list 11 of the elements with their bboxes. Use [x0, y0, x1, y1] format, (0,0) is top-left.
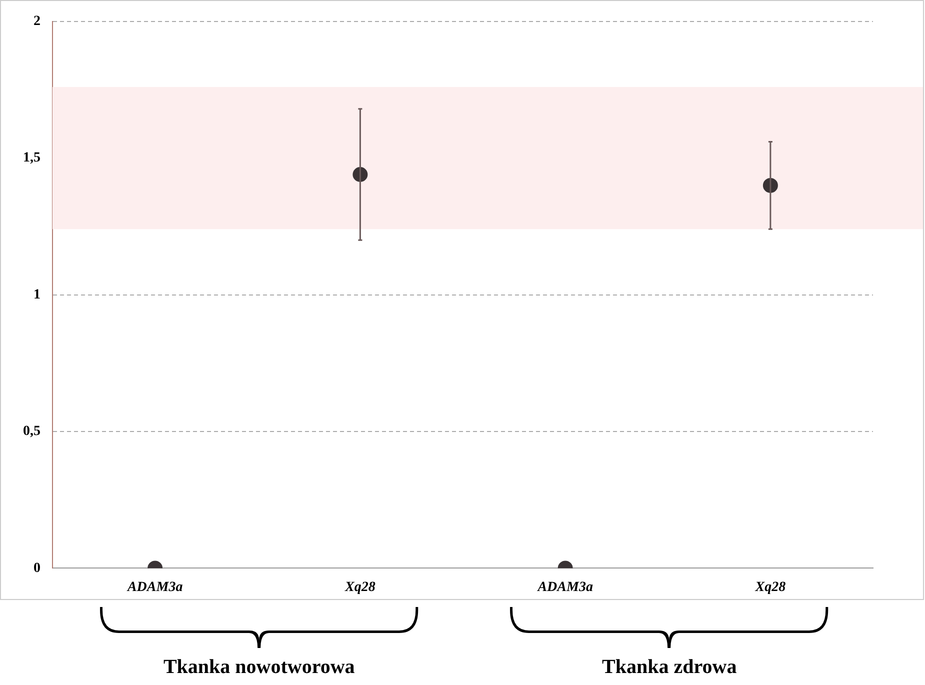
x-tick-label: ADAM3a — [126, 580, 183, 596]
x-tick-label: Xq28 — [344, 580, 376, 596]
y-tick-label: 0 — [34, 560, 40, 576]
x-tick-label: ADAM3a — [536, 580, 593, 596]
text: Tkanka zdrowa — [601, 656, 738, 679]
x-tick-label: Xq28 — [754, 580, 786, 596]
text: Tkanka nowotworowa — [162, 656, 356, 679]
y-tick-label: 2 — [34, 14, 40, 30]
y-tick-label: 0,5 — [23, 424, 40, 440]
y-tick-label: 1 — [34, 287, 40, 302]
y-tick-label: 1,5 — [23, 150, 40, 166]
